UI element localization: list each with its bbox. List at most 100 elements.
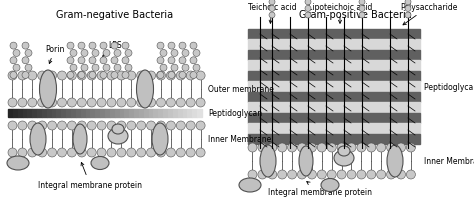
Circle shape <box>387 143 396 152</box>
Bar <box>248 71 420 82</box>
Circle shape <box>377 170 386 179</box>
Circle shape <box>268 143 277 152</box>
Circle shape <box>70 50 77 57</box>
Circle shape <box>157 58 164 64</box>
Circle shape <box>10 72 17 79</box>
Bar <box>119 109 124 117</box>
Circle shape <box>38 72 47 81</box>
Bar <box>110 109 115 117</box>
Circle shape <box>47 121 56 130</box>
Circle shape <box>405 0 411 6</box>
Circle shape <box>359 6 365 12</box>
Circle shape <box>146 148 155 157</box>
Text: Porin: Porin <box>46 45 64 64</box>
Text: Inner Membrane: Inner Membrane <box>208 135 271 144</box>
Circle shape <box>8 148 17 157</box>
Circle shape <box>127 121 136 130</box>
Circle shape <box>38 121 47 130</box>
Bar <box>248 103 420 113</box>
Circle shape <box>67 99 76 107</box>
Circle shape <box>377 143 386 152</box>
Circle shape <box>179 72 186 79</box>
Circle shape <box>25 65 32 72</box>
Bar <box>248 51 420 61</box>
Circle shape <box>269 6 275 12</box>
Ellipse shape <box>338 146 350 156</box>
Circle shape <box>406 170 415 179</box>
Circle shape <box>168 43 175 50</box>
Bar <box>47 109 52 117</box>
Bar <box>173 109 178 117</box>
Circle shape <box>186 72 195 81</box>
Circle shape <box>166 148 175 157</box>
Circle shape <box>305 6 311 12</box>
Circle shape <box>97 72 106 81</box>
Circle shape <box>78 58 85 64</box>
Text: Teichoic acid: Teichoic acid <box>248 3 296 24</box>
Text: Lipoteichoic acid: Lipoteichoic acid <box>308 3 372 24</box>
Bar <box>115 109 119 117</box>
Ellipse shape <box>152 123 168 155</box>
Ellipse shape <box>137 71 154 108</box>
Circle shape <box>100 43 107 50</box>
Bar <box>248 61 420 71</box>
Circle shape <box>288 143 297 152</box>
Circle shape <box>176 99 185 107</box>
Bar <box>154 109 158 117</box>
Circle shape <box>176 148 185 157</box>
Circle shape <box>89 58 96 64</box>
Circle shape <box>156 148 165 157</box>
Circle shape <box>157 43 164 50</box>
Ellipse shape <box>260 145 276 177</box>
Bar <box>139 109 144 117</box>
Circle shape <box>347 170 356 179</box>
Circle shape <box>168 72 175 79</box>
Circle shape <box>87 99 96 107</box>
Circle shape <box>387 170 396 179</box>
Text: Inner Membrane: Inner Membrane <box>424 157 474 166</box>
Circle shape <box>92 50 99 57</box>
Circle shape <box>125 50 132 57</box>
Circle shape <box>396 143 405 152</box>
Circle shape <box>305 13 311 19</box>
Circle shape <box>127 72 136 81</box>
Circle shape <box>146 72 155 81</box>
Circle shape <box>18 72 27 81</box>
Circle shape <box>70 65 77 72</box>
Circle shape <box>81 50 88 57</box>
Circle shape <box>196 99 205 107</box>
Circle shape <box>166 99 175 107</box>
Circle shape <box>107 72 116 81</box>
Circle shape <box>278 170 287 179</box>
Circle shape <box>122 72 129 79</box>
Circle shape <box>278 143 287 152</box>
Circle shape <box>269 13 275 19</box>
Circle shape <box>156 99 165 107</box>
Circle shape <box>182 65 189 72</box>
Circle shape <box>193 50 200 57</box>
Bar <box>56 109 61 117</box>
Circle shape <box>190 43 197 50</box>
Circle shape <box>38 148 47 157</box>
Circle shape <box>367 170 376 179</box>
Circle shape <box>78 72 85 79</box>
Circle shape <box>103 65 110 72</box>
Circle shape <box>317 170 326 179</box>
Circle shape <box>137 99 146 107</box>
Text: Integral membrane protein: Integral membrane protein <box>268 182 372 196</box>
Bar <box>248 30 420 40</box>
Circle shape <box>171 50 178 57</box>
Circle shape <box>47 99 56 107</box>
Circle shape <box>160 50 167 57</box>
Circle shape <box>298 170 307 179</box>
Circle shape <box>47 72 56 81</box>
Bar <box>168 109 173 117</box>
Circle shape <box>182 50 189 57</box>
Circle shape <box>77 72 86 81</box>
Circle shape <box>359 0 365 6</box>
Bar <box>163 109 168 117</box>
Ellipse shape <box>387 145 403 177</box>
Circle shape <box>157 72 164 79</box>
Circle shape <box>288 170 297 179</box>
Bar <box>18 109 23 117</box>
